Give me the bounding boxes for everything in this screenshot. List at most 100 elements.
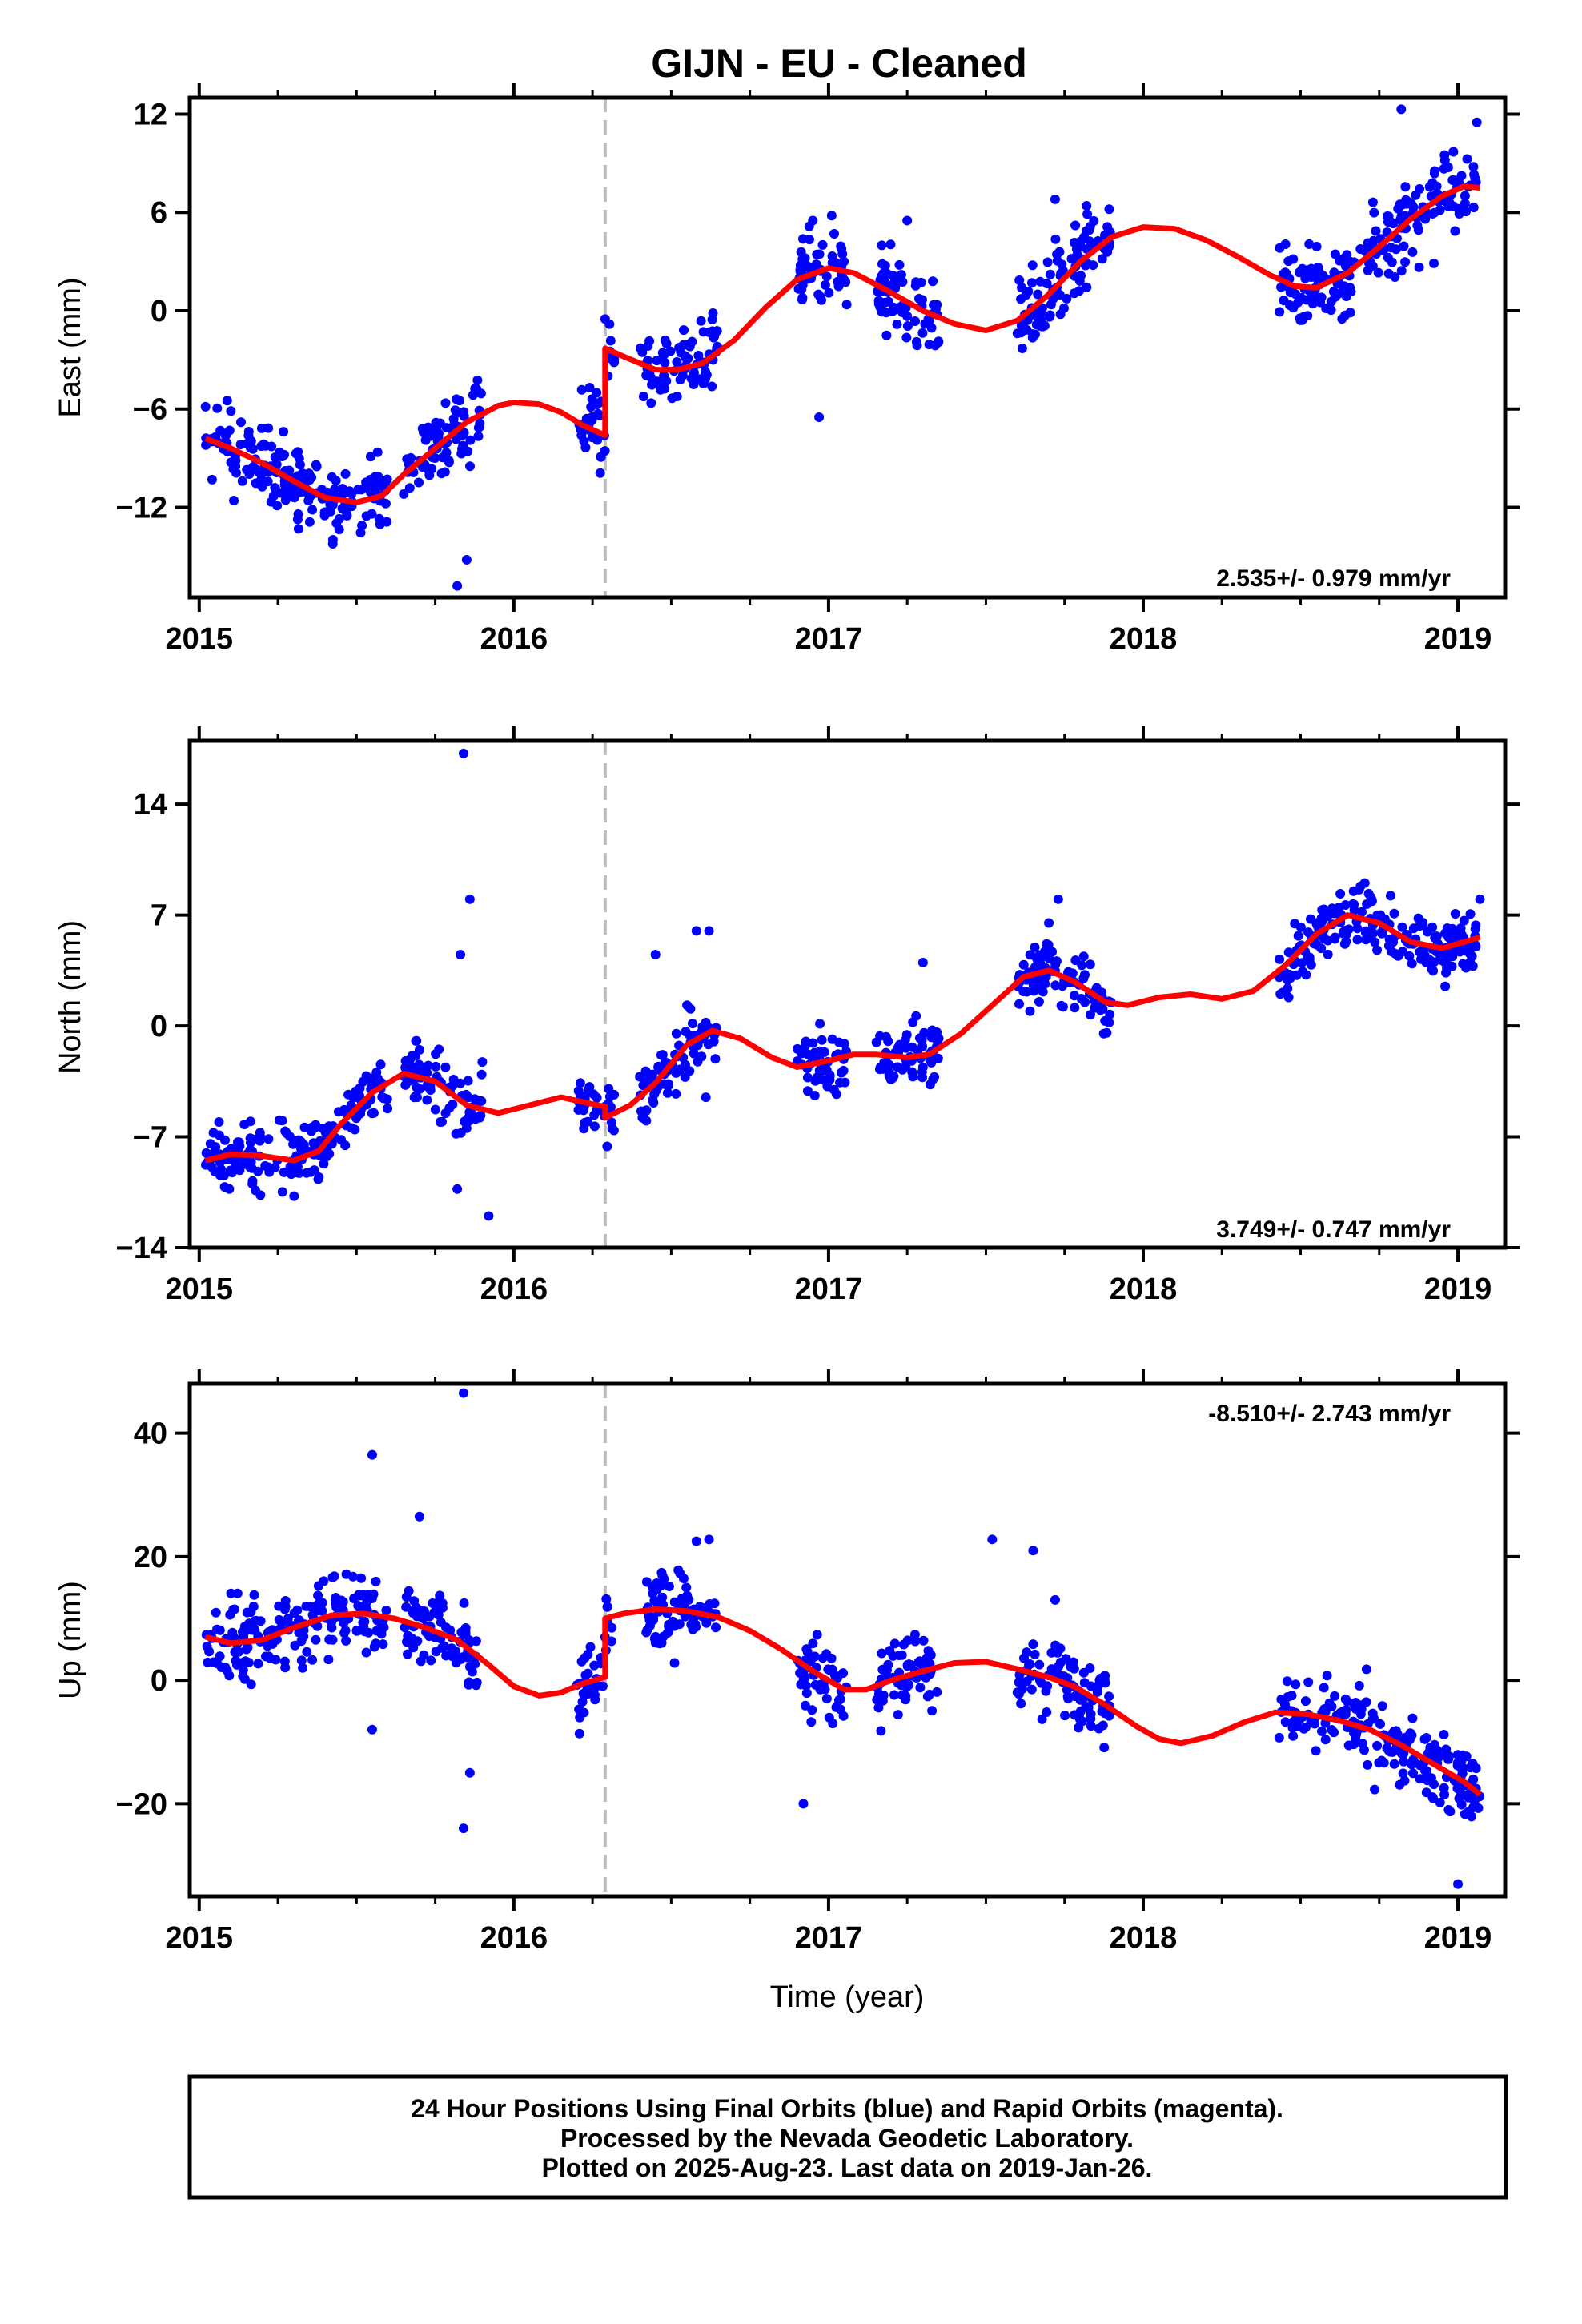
data-point	[307, 1655, 318, 1665]
data-point	[1315, 297, 1326, 308]
data-point	[1077, 1716, 1087, 1727]
data-point	[452, 408, 462, 418]
data-point	[382, 474, 392, 485]
plot-area	[201, 741, 1485, 1248]
data-point-outlier	[458, 1823, 468, 1834]
data-point	[833, 1673, 843, 1683]
data-point	[1030, 942, 1040, 952]
data-point	[317, 1606, 327, 1616]
data-point	[283, 488, 293, 498]
data-point	[431, 1061, 441, 1072]
data-point	[327, 1572, 338, 1582]
data-point	[795, 264, 805, 275]
data-point-outlier	[798, 1799, 809, 1809]
data-point	[1050, 980, 1061, 991]
data-point	[1280, 1717, 1291, 1727]
data-point	[1408, 1768, 1418, 1779]
data-point	[1012, 328, 1022, 339]
data-point	[1398, 947, 1408, 957]
data-point	[1370, 1784, 1380, 1795]
data-point	[883, 1659, 893, 1670]
data-point	[1386, 1747, 1396, 1757]
data-point	[201, 1148, 211, 1158]
plot-frame	[187, 1381, 1508, 1899]
x-tick-label: 2016	[480, 1273, 548, 1306]
data-point	[607, 1622, 617, 1633]
caption-line-1: 24 Hour Positions Using Final Orbits (bl…	[411, 2094, 1283, 2123]
y-tick-label: 0	[151, 1664, 167, 1698]
data-point	[662, 1088, 673, 1098]
data-point	[311, 1634, 321, 1645]
data-point	[824, 287, 834, 298]
data-point	[1461, 1751, 1472, 1762]
data-point	[1300, 1696, 1311, 1707]
data-point	[340, 468, 351, 479]
data-point	[695, 1602, 705, 1612]
data-point	[1068, 1657, 1078, 1667]
data-point	[435, 1117, 445, 1127]
data-point	[432, 1602, 443, 1613]
east-y-label: East (mm)	[54, 277, 87, 417]
data-point	[435, 418, 445, 428]
data-point	[1017, 344, 1027, 353]
data-point	[1086, 1709, 1096, 1719]
data-point	[1082, 209, 1093, 219]
data-point	[1074, 286, 1084, 296]
data-point	[652, 1578, 662, 1588]
data-point	[227, 1168, 237, 1178]
data-point	[422, 1068, 432, 1078]
data-point	[317, 1598, 327, 1608]
model-line	[204, 1606, 1482, 1797]
data-point	[1372, 1740, 1383, 1751]
data-point	[215, 425, 226, 436]
data-point	[412, 1082, 422, 1092]
data-point	[357, 521, 367, 531]
data-point	[356, 1602, 367, 1612]
data-point	[351, 1625, 362, 1635]
data-point-outlier	[1082, 201, 1092, 211]
data-point	[448, 1100, 458, 1110]
data-point	[809, 1091, 820, 1100]
data-point	[829, 1084, 839, 1095]
data-point	[1025, 950, 1035, 960]
y-tick-label: −7	[133, 1121, 167, 1155]
data-point	[235, 440, 246, 449]
data-point	[839, 1039, 849, 1049]
data-point	[215, 1625, 225, 1635]
data-point	[796, 247, 806, 257]
y-tick-label: 40	[134, 1417, 167, 1451]
data-point	[1311, 1746, 1321, 1756]
data-point	[347, 1123, 357, 1133]
data-point	[877, 1648, 887, 1659]
data-point	[901, 332, 912, 343]
data-point	[1076, 994, 1086, 1003]
data-point	[1468, 203, 1479, 213]
data-point	[1016, 294, 1026, 304]
east-panel: East (mm) 2.535+/- 0.979 mm/yr 2015 2016 2…	[54, 83, 1520, 656]
data-point	[245, 1133, 255, 1144]
data-point	[648, 1095, 658, 1105]
data-point	[584, 1082, 595, 1092]
data-point	[1097, 254, 1107, 264]
data-point	[808, 1638, 818, 1649]
data-point	[1415, 184, 1425, 194]
data-point	[375, 519, 385, 529]
data-point	[1439, 1790, 1450, 1799]
data-point	[296, 1655, 307, 1666]
data-point	[255, 1136, 265, 1146]
data-point	[1321, 304, 1331, 313]
data-point	[277, 452, 287, 461]
data-point	[592, 435, 603, 445]
data-point	[636, 343, 646, 353]
data-point	[1105, 1009, 1115, 1019]
data-point	[815, 1019, 825, 1029]
data-point	[685, 1003, 696, 1014]
data-point	[1025, 1006, 1035, 1016]
data-point	[1387, 257, 1397, 267]
data-point	[894, 259, 905, 270]
data-point	[1340, 1709, 1351, 1719]
data-point	[271, 1655, 281, 1665]
data-point	[426, 1655, 436, 1666]
data-point	[1074, 275, 1085, 286]
data-point	[243, 427, 254, 436]
